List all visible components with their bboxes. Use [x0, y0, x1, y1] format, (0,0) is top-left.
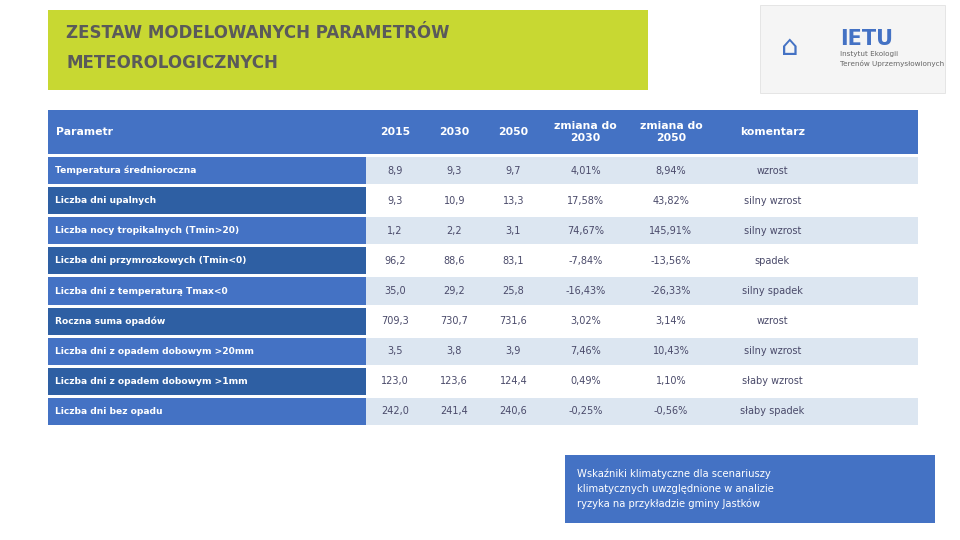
Text: 7,46%: 7,46% — [570, 346, 601, 356]
Text: 731,6: 731,6 — [499, 316, 527, 326]
Text: 8,94%: 8,94% — [656, 166, 686, 176]
Text: Liczba dni z temperaturą Tmax<0: Liczba dni z temperaturą Tmax<0 — [55, 287, 228, 295]
Text: zmiana do
2030: zmiana do 2030 — [554, 121, 617, 143]
Text: 4,01%: 4,01% — [570, 166, 601, 176]
Text: 96,2: 96,2 — [384, 256, 406, 266]
Text: 3,9: 3,9 — [506, 346, 521, 356]
Text: 9,3: 9,3 — [388, 195, 403, 206]
Text: 3,5: 3,5 — [388, 346, 403, 356]
Text: silny wzrost: silny wzrost — [744, 346, 801, 356]
Text: Parametr: Parametr — [56, 127, 113, 137]
Text: -0,56%: -0,56% — [654, 407, 688, 416]
FancyBboxPatch shape — [48, 338, 918, 365]
Text: 2050: 2050 — [498, 127, 529, 137]
Text: Instytut Ekologii
Terenów Uprzemysłowionych: Instytut Ekologii Terenów Uprzemysłowion… — [840, 51, 944, 67]
FancyBboxPatch shape — [565, 455, 935, 523]
Text: 2030: 2030 — [439, 127, 469, 137]
Text: 2015: 2015 — [380, 127, 410, 137]
Text: 242,0: 242,0 — [381, 407, 409, 416]
Text: 9,3: 9,3 — [446, 166, 462, 176]
FancyBboxPatch shape — [48, 368, 918, 395]
Text: spadek: spadek — [755, 256, 790, 266]
Text: -7,84%: -7,84% — [568, 256, 603, 266]
Text: 2,2: 2,2 — [446, 226, 462, 236]
Text: 13,3: 13,3 — [503, 195, 524, 206]
Text: 3,1: 3,1 — [506, 226, 521, 236]
Text: wzrost: wzrost — [756, 166, 788, 176]
Text: 74,67%: 74,67% — [567, 226, 604, 236]
Text: -16,43%: -16,43% — [565, 286, 606, 296]
Text: 8,9: 8,9 — [388, 166, 403, 176]
FancyBboxPatch shape — [48, 247, 918, 274]
FancyBboxPatch shape — [48, 157, 366, 184]
Text: -26,33%: -26,33% — [651, 286, 691, 296]
Text: 43,82%: 43,82% — [653, 195, 689, 206]
Text: 1,2: 1,2 — [388, 226, 403, 236]
Text: 3,14%: 3,14% — [656, 316, 686, 326]
FancyBboxPatch shape — [48, 10, 648, 90]
Text: Liczba dni upalnych: Liczba dni upalnych — [55, 196, 156, 205]
Text: silny spadek: silny spadek — [742, 286, 803, 296]
FancyBboxPatch shape — [48, 338, 366, 365]
Text: słaby spadek: słaby spadek — [740, 407, 804, 416]
Text: METEOROLOGICZNYCH: METEOROLOGICZNYCH — [66, 54, 277, 72]
Text: 124,4: 124,4 — [499, 376, 527, 386]
Text: -0,25%: -0,25% — [568, 407, 603, 416]
Text: 145,91%: 145,91% — [649, 226, 692, 236]
Text: ZESTAW MODELOWANYCH PARAMETRÓW: ZESTAW MODELOWANYCH PARAMETRÓW — [66, 24, 449, 42]
FancyBboxPatch shape — [48, 278, 918, 305]
Text: 3,8: 3,8 — [446, 346, 462, 356]
Text: słaby wzrost: słaby wzrost — [742, 376, 803, 386]
Text: 730,7: 730,7 — [441, 316, 468, 326]
FancyBboxPatch shape — [760, 5, 945, 93]
Text: 35,0: 35,0 — [384, 286, 406, 296]
Text: wzrost: wzrost — [756, 316, 788, 326]
FancyBboxPatch shape — [48, 398, 918, 425]
Text: 0,49%: 0,49% — [570, 376, 601, 386]
Text: zmiana do
2050: zmiana do 2050 — [639, 121, 703, 143]
Text: 709,3: 709,3 — [381, 316, 409, 326]
Text: 88,6: 88,6 — [444, 256, 465, 266]
FancyBboxPatch shape — [48, 398, 366, 425]
Text: 241,4: 241,4 — [441, 407, 468, 416]
Text: 9,7: 9,7 — [506, 166, 521, 176]
Text: silny wzrost: silny wzrost — [744, 226, 801, 236]
FancyBboxPatch shape — [48, 247, 366, 274]
Text: komentarz: komentarz — [740, 127, 804, 137]
Text: 17,58%: 17,58% — [567, 195, 604, 206]
Text: Liczba dni przymrozkowych (Tmin<0): Liczba dni przymrozkowych (Tmin<0) — [55, 256, 247, 265]
Text: Liczba dni bez opadu: Liczba dni bez opadu — [55, 407, 162, 416]
Text: ⌂: ⌂ — [781, 33, 799, 61]
Text: 29,2: 29,2 — [444, 286, 466, 296]
Text: Liczba nocy tropikalnych (Tmin>20): Liczba nocy tropikalnych (Tmin>20) — [55, 226, 239, 235]
Text: Wskaźniki klimatyczne dla scenariuszy
klimatycznych uwzględnione w analizie
ryzy: Wskaźniki klimatyczne dla scenariuszy kl… — [577, 469, 774, 509]
FancyBboxPatch shape — [48, 217, 366, 244]
FancyBboxPatch shape — [48, 187, 366, 214]
Text: 1,10%: 1,10% — [656, 376, 686, 386]
FancyBboxPatch shape — [48, 187, 918, 214]
Text: Roczna suma opadów: Roczna suma opadów — [55, 316, 165, 326]
FancyBboxPatch shape — [48, 308, 366, 335]
Text: 10,9: 10,9 — [444, 195, 465, 206]
Text: 240,6: 240,6 — [499, 407, 527, 416]
Text: 25,8: 25,8 — [503, 286, 524, 296]
Text: silny wzrost: silny wzrost — [744, 195, 801, 206]
Text: 83,1: 83,1 — [503, 256, 524, 266]
Text: -13,56%: -13,56% — [651, 256, 691, 266]
FancyBboxPatch shape — [48, 368, 366, 395]
FancyBboxPatch shape — [48, 217, 918, 244]
Text: IETU: IETU — [840, 29, 893, 49]
Text: Temperatura średnioroczna: Temperatura średnioroczna — [55, 166, 197, 176]
Text: 123,6: 123,6 — [441, 376, 468, 386]
Text: 123,0: 123,0 — [381, 376, 409, 386]
FancyBboxPatch shape — [48, 110, 918, 154]
FancyBboxPatch shape — [48, 157, 918, 184]
FancyBboxPatch shape — [48, 278, 366, 305]
Text: 10,43%: 10,43% — [653, 346, 689, 356]
Text: Liczba dni z opadem dobowym >1mm: Liczba dni z opadem dobowym >1mm — [55, 377, 248, 386]
FancyBboxPatch shape — [48, 308, 918, 335]
Text: Liczba dni z opadem dobowym >20mm: Liczba dni z opadem dobowym >20mm — [55, 347, 253, 356]
Text: 3,02%: 3,02% — [570, 316, 601, 326]
